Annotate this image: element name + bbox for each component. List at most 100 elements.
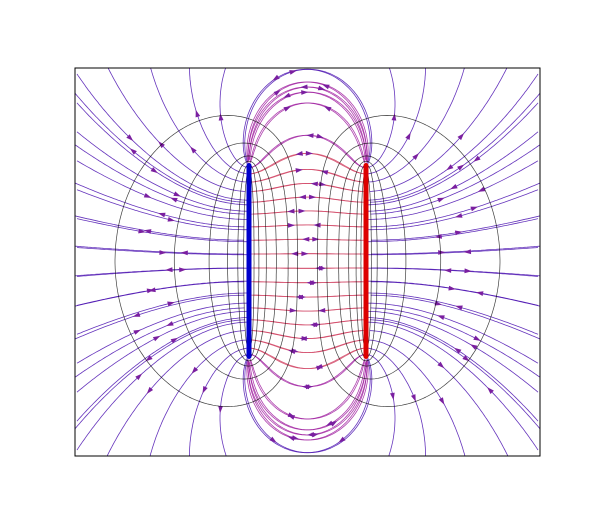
field-arrow-114	[437, 315, 445, 320]
equipotential-1	[114, 115, 298, 407]
field-arrow-89	[298, 208, 306, 214]
field-arrow-80	[273, 89, 281, 96]
field-line-78	[244, 68, 373, 165]
field-arrow-51	[313, 322, 321, 328]
field-line-110	[76, 292, 247, 335]
field-arrow-6	[437, 361, 445, 369]
field-line-3	[370, 307, 540, 378]
field-line-95	[366, 102, 539, 206]
field-arrow-103	[138, 228, 146, 234]
field-line-62	[149, 339, 246, 456]
field-arrow-101	[167, 217, 175, 222]
field-line-59	[244, 357, 373, 454]
field-arrow-46	[438, 250, 446, 255]
field-arrow-107	[179, 267, 187, 273]
field-line-42	[370, 144, 540, 215]
field-line-97	[367, 131, 539, 212]
field-line-61	[188, 347, 247, 456]
field-line-7	[368, 347, 427, 456]
field-line-37	[367, 68, 396, 168]
field-arrow-76	[190, 146, 197, 154]
field-arrow-83	[283, 106, 292, 112]
field-line-100	[76, 189, 248, 231]
field-line-103	[368, 218, 539, 243]
field-arrow-47	[319, 265, 327, 271]
field-arrow-41	[457, 133, 465, 141]
field-arrow-111	[167, 301, 175, 307]
field-arrow-59	[291, 435, 300, 440]
field-line-41	[370, 92, 540, 203]
plates	[246, 163, 369, 359]
field-line-96	[76, 131, 248, 212]
field-arrow-48	[310, 280, 318, 286]
field-arrow-73	[170, 197, 178, 203]
field-arrow-45	[454, 230, 463, 236]
field-line-107	[366, 267, 539, 277]
field-arrow-99	[143, 193, 152, 198]
field-line-111	[368, 292, 539, 335]
field-line-113	[367, 302, 539, 364]
field-arrow-26	[313, 222, 321, 228]
field-arrow-53	[291, 348, 299, 353]
field-arrow-113	[133, 329, 141, 335]
field-arrow-112	[455, 305, 463, 311]
field-arrow-27	[287, 208, 295, 214]
field-arrow-49	[298, 294, 307, 300]
field-arrow-55	[305, 384, 314, 390]
field-line-56	[249, 359, 367, 431]
field-arrow-118	[454, 347, 462, 354]
field-line-77	[219, 68, 248, 168]
field-arrow-72	[158, 212, 166, 218]
field-line-81	[249, 91, 367, 163]
field-arrow-58	[311, 432, 319, 438]
field-line-117	[367, 317, 539, 422]
field-line-102	[76, 218, 247, 243]
field-arrow-32	[306, 133, 314, 138]
field-arrow-97	[173, 191, 181, 197]
field-arrow-8	[411, 394, 416, 402]
field-arrow-10	[338, 436, 346, 443]
field-line-72	[75, 144, 245, 215]
field-arrow-67	[132, 312, 141, 317]
field-arrow-110	[476, 291, 484, 296]
field-arrow-109	[146, 288, 155, 294]
field-line-88	[253, 210, 366, 215]
field-line-93	[366, 73, 539, 201]
field-arrow-42	[457, 164, 465, 171]
field-arrow-62	[202, 386, 208, 394]
field-line-108	[76, 280, 247, 306]
equipotential-0	[317, 115, 501, 407]
field-arrow-20	[318, 308, 326, 313]
field-arrow-57	[330, 420, 338, 427]
field-arrow-70	[180, 250, 188, 256]
field-line-105	[366, 247, 539, 256]
field-arrow-86	[295, 168, 303, 173]
field-line-63	[106, 330, 246, 456]
field-arrow-54	[316, 365, 324, 371]
field-line-82	[249, 102, 366, 163]
field-arrow-52	[301, 336, 309, 341]
field-line-53	[251, 347, 365, 369]
field-arrow-5	[462, 355, 470, 362]
field-arrow-106	[463, 249, 472, 255]
field-arrow-115	[152, 335, 161, 342]
field-arrow-33	[323, 106, 332, 112]
field-line-115	[368, 310, 539, 393]
field-arrows	[126, 70, 494, 443]
field-arrow-81	[317, 85, 326, 91]
equipotential-7	[227, 160, 267, 362]
field-arrow-61	[218, 405, 223, 414]
field-arrow-102	[454, 213, 463, 218]
field-arrow-36	[322, 84, 330, 90]
field-arrow-60	[269, 436, 277, 443]
field-line-79	[247, 81, 369, 163]
field-line-70	[75, 215, 245, 241]
field-arrow-117	[170, 337, 179, 344]
field-arrow-39	[405, 132, 411, 140]
field-line-66	[75, 294, 245, 340]
field-line-116	[76, 317, 248, 422]
field-line-6	[369, 339, 466, 456]
field-line-87	[253, 196, 365, 203]
field-arrow-92	[301, 251, 309, 257]
field-line-45	[371, 245, 540, 255]
